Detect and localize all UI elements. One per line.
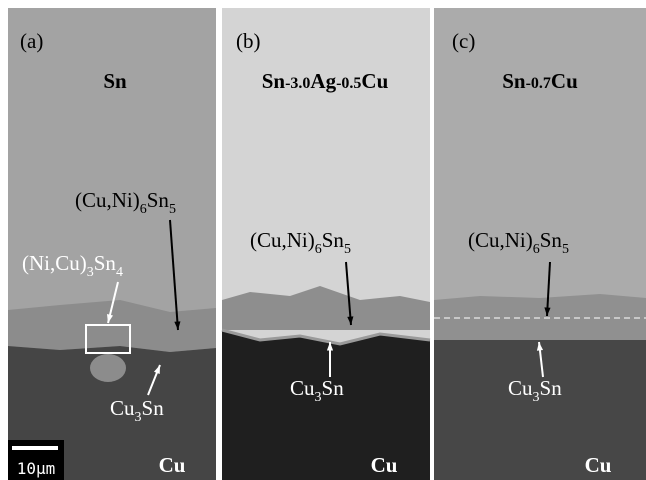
text-part: (Ni,Cu) bbox=[22, 251, 87, 275]
text-part: 6 bbox=[140, 202, 147, 217]
text-part: 5 bbox=[562, 242, 569, 257]
text-part: (Cu,Ni) bbox=[468, 228, 533, 252]
text-part: Sn bbox=[502, 69, 526, 93]
alloy-name: Sn-3.0Ag-0.5Cu bbox=[262, 69, 389, 93]
text-part: Cu bbox=[110, 396, 135, 420]
text-part: 3 bbox=[135, 410, 142, 425]
text-part: Cu bbox=[290, 376, 315, 400]
text-part: Sn bbox=[322, 376, 345, 400]
text-part: Cu bbox=[551, 69, 578, 93]
text-part: (Cu,Ni) bbox=[250, 228, 315, 252]
text-part: Sn bbox=[94, 251, 117, 275]
panel-label: (a) bbox=[20, 29, 43, 53]
panel-label: (b) bbox=[236, 29, 261, 53]
text-part: -0.5 bbox=[336, 75, 361, 92]
text-part: 4 bbox=[116, 265, 123, 280]
scale-bar-label: 10μm bbox=[17, 459, 56, 478]
text-part: 5 bbox=[344, 242, 351, 257]
page: {"panels": [ {"label": "(a)", "alloy": [… bbox=[0, 0, 646, 480]
text-part: -0.7 bbox=[526, 75, 551, 92]
text-part: Sn bbox=[262, 69, 286, 93]
substrate-label: Cu bbox=[371, 453, 398, 477]
text-part: 3 bbox=[87, 265, 94, 280]
text-part: 6 bbox=[533, 242, 540, 257]
text-part: Sn bbox=[103, 69, 127, 93]
figure: (a)SnCu(Cu,Ni)6Sn5(Ni,Cu)3Sn4Cu3Sn(b)Sn-… bbox=[0, 0, 646, 480]
text-part: Sn bbox=[540, 228, 563, 252]
alloy-name: Sn bbox=[103, 69, 127, 93]
text-part: 3 bbox=[315, 390, 322, 405]
text-part: Sn bbox=[142, 396, 165, 420]
text-part: 6 bbox=[315, 242, 322, 257]
text-part: 3 bbox=[533, 390, 540, 405]
substrate-label: Cu bbox=[585, 453, 612, 477]
text-part: Ag bbox=[310, 69, 336, 93]
panel-label: (c) bbox=[452, 29, 475, 53]
text-part: Sn bbox=[540, 376, 563, 400]
text-part: Cu bbox=[508, 376, 533, 400]
text-part: Cu bbox=[361, 69, 388, 93]
substrate-label: Cu bbox=[159, 453, 186, 477]
text-part: Sn bbox=[322, 228, 345, 252]
text-part: -3.0 bbox=[285, 75, 310, 92]
text-part: Sn bbox=[147, 188, 170, 212]
text-part: (Cu,Ni) bbox=[75, 188, 140, 212]
text-part: 5 bbox=[169, 202, 176, 217]
